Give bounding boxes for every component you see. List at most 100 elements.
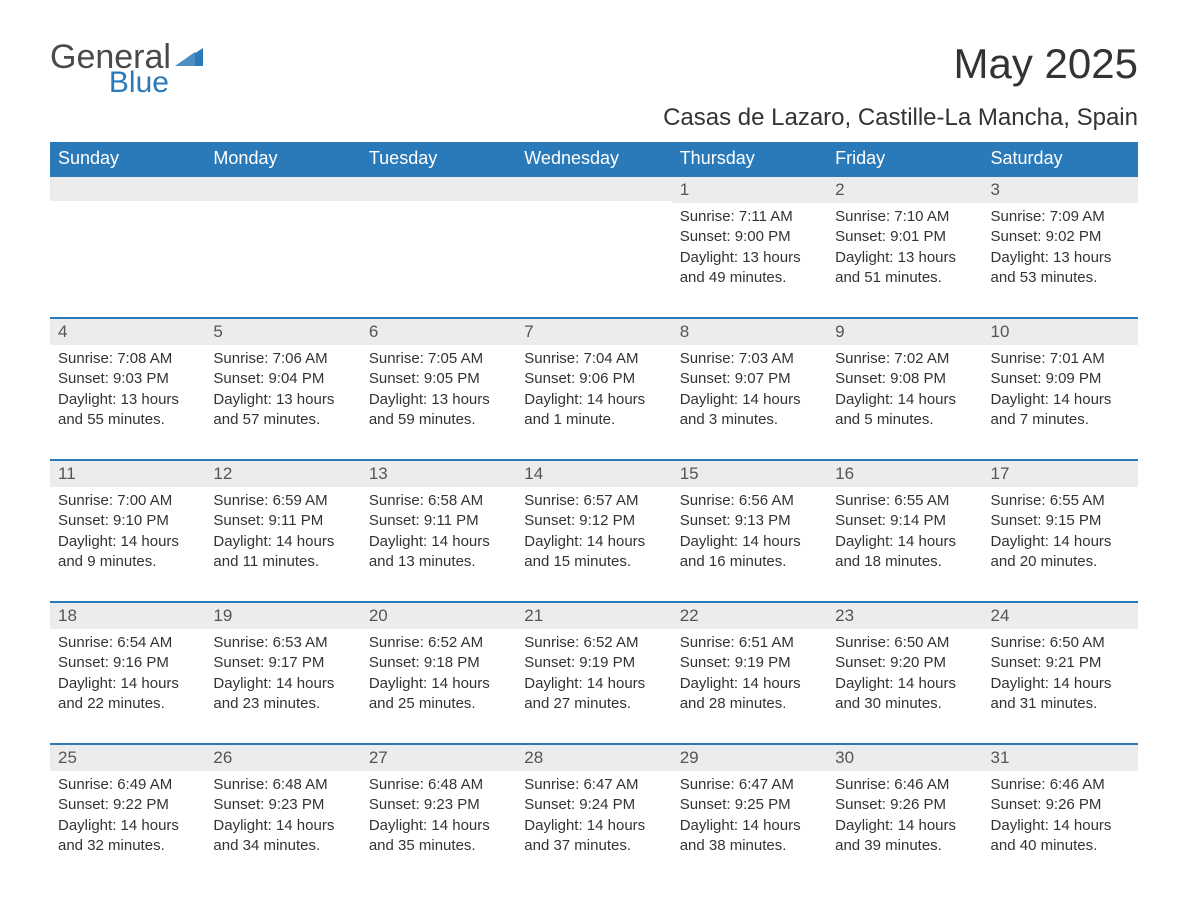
- daylight-line: Daylight: 14 hours and 1 minute.: [524, 390, 663, 431]
- calendar-day-cell: 30Sunrise: 6:46 AMSunset: 9:26 PMDayligh…: [827, 743, 982, 871]
- sunset-line: Sunset: 9:01 PM: [835, 227, 974, 247]
- empty-day-bar: [205, 175, 360, 201]
- daylight-line: Daylight: 14 hours and 11 minutes.: [213, 532, 352, 573]
- calendar-table: Sunday Monday Tuesday Wednesday Thursday…: [50, 142, 1138, 871]
- calendar-day-cell: [516, 175, 671, 303]
- sunrise-line: Sunrise: 6:54 AM: [58, 633, 197, 653]
- weekday-header: Sunday: [50, 142, 205, 175]
- day-number-bar: 28: [516, 743, 671, 771]
- day-details: Sunrise: 7:10 AMSunset: 9:01 PMDaylight:…: [827, 203, 982, 296]
- day-number-bar: 7: [516, 317, 671, 345]
- day-number-bar: 9: [827, 317, 982, 345]
- day-details: Sunrise: 6:59 AMSunset: 9:11 PMDaylight:…: [205, 487, 360, 580]
- day-details: Sunrise: 7:02 AMSunset: 9:08 PMDaylight:…: [827, 345, 982, 438]
- daylight-line: Daylight: 14 hours and 7 minutes.: [991, 390, 1130, 431]
- day-number: 29: [680, 748, 699, 767]
- calendar-day-cell: 21Sunrise: 6:52 AMSunset: 9:19 PMDayligh…: [516, 601, 671, 729]
- day-number: 14: [524, 464, 543, 483]
- sunrise-line: Sunrise: 6:55 AM: [835, 491, 974, 511]
- day-number-bar: 26: [205, 743, 360, 771]
- day-number: 7: [524, 322, 533, 341]
- daylight-line: Daylight: 14 hours and 37 minutes.: [524, 816, 663, 857]
- calendar-day-cell: 1Sunrise: 7:11 AMSunset: 9:00 PMDaylight…: [672, 175, 827, 303]
- weekday-header: Friday: [827, 142, 982, 175]
- calendar-day-cell: 16Sunrise: 6:55 AMSunset: 9:14 PMDayligh…: [827, 459, 982, 587]
- day-number-bar: 25: [50, 743, 205, 771]
- sunset-line: Sunset: 9:25 PM: [680, 795, 819, 815]
- calendar-day-cell: 27Sunrise: 6:48 AMSunset: 9:23 PMDayligh…: [361, 743, 516, 871]
- sunset-line: Sunset: 9:23 PM: [369, 795, 508, 815]
- daylight-line: Daylight: 14 hours and 25 minutes.: [369, 674, 508, 715]
- day-details: Sunrise: 6:53 AMSunset: 9:17 PMDaylight:…: [205, 629, 360, 722]
- day-number: 25: [58, 748, 77, 767]
- sunrise-line: Sunrise: 6:52 AM: [524, 633, 663, 653]
- day-number-bar: 21: [516, 601, 671, 629]
- calendar-day-cell: 3Sunrise: 7:09 AMSunset: 9:02 PMDaylight…: [983, 175, 1138, 303]
- day-number-bar: 8: [672, 317, 827, 345]
- day-number: 20: [369, 606, 388, 625]
- day-details: Sunrise: 6:50 AMSunset: 9:21 PMDaylight:…: [983, 629, 1138, 722]
- sunrise-line: Sunrise: 7:05 AM: [369, 349, 508, 369]
- day-number: 5: [213, 322, 222, 341]
- sunrise-line: Sunrise: 7:00 AM: [58, 491, 197, 511]
- day-number-bar: 30: [827, 743, 982, 771]
- sunrise-line: Sunrise: 7:06 AM: [213, 349, 352, 369]
- day-number: 13: [369, 464, 388, 483]
- day-number: 15: [680, 464, 699, 483]
- calendar-day-cell: 9Sunrise: 7:02 AMSunset: 9:08 PMDaylight…: [827, 317, 982, 445]
- calendar-day-cell: [361, 175, 516, 303]
- day-number: 18: [58, 606, 77, 625]
- calendar-week-row: 1Sunrise: 7:11 AMSunset: 9:00 PMDaylight…: [50, 175, 1138, 303]
- sunrise-line: Sunrise: 7:02 AM: [835, 349, 974, 369]
- sunset-line: Sunset: 9:22 PM: [58, 795, 197, 815]
- calendar-day-cell: 2Sunrise: 7:10 AMSunset: 9:01 PMDaylight…: [827, 175, 982, 303]
- calendar-day-cell: 12Sunrise: 6:59 AMSunset: 9:11 PMDayligh…: [205, 459, 360, 587]
- sunrise-line: Sunrise: 7:11 AM: [680, 207, 819, 227]
- sunrise-line: Sunrise: 6:48 AM: [369, 775, 508, 795]
- sunrise-line: Sunrise: 6:50 AM: [991, 633, 1130, 653]
- sunset-line: Sunset: 9:19 PM: [524, 653, 663, 673]
- daylight-line: Daylight: 14 hours and 31 minutes.: [991, 674, 1130, 715]
- day-details: Sunrise: 6:49 AMSunset: 9:22 PMDaylight:…: [50, 771, 205, 864]
- calendar-day-cell: 25 Sunrise: 6:49 AMSunset: 9:22 PMDayligh…: [50, 743, 205, 871]
- day-number-bar: 5: [205, 317, 360, 345]
- day-number: 11: [58, 464, 76, 483]
- day-details: Sunrise: 6:56 AMSunset: 9:13 PMDaylight:…: [672, 487, 827, 580]
- daylight-line: Daylight: 14 hours and 22 minutes.: [58, 674, 197, 715]
- sunset-line: Sunset: 9:26 PM: [835, 795, 974, 815]
- sunrise-line: Sunrise: 6:48 AM: [213, 775, 352, 795]
- sunrise-line: Sunrise: 6:46 AM: [991, 775, 1130, 795]
- day-number-bar: 16: [827, 459, 982, 487]
- day-details: Sunrise: 6:47 AMSunset: 9:25 PMDaylight:…: [672, 771, 827, 864]
- calendar-week-row: 4Sunrise: 7:08 AMSunset: 9:03 PMDaylight…: [50, 317, 1138, 445]
- weekday-header: Monday: [205, 142, 360, 175]
- weekday-header: Thursday: [672, 142, 827, 175]
- calendar-day-cell: [205, 175, 360, 303]
- daylight-line: Daylight: 13 hours and 57 minutes.: [213, 390, 352, 431]
- sunrise-line: Sunrise: 6:47 AM: [680, 775, 819, 795]
- weekday-header: Saturday: [983, 142, 1138, 175]
- daylight-line: Daylight: 14 hours and 34 minutes.: [213, 816, 352, 857]
- sunrise-line: Sunrise: 6:47 AM: [524, 775, 663, 795]
- day-details: Sunrise: 7:11 AMSunset: 9:00 PMDaylight:…: [672, 203, 827, 296]
- logo-triangle-icon: [175, 46, 207, 75]
- sunset-line: Sunset: 9:17 PM: [213, 653, 352, 673]
- calendar-day-cell: 31Sunrise: 6:46 AMSunset: 9:26 PMDayligh…: [983, 743, 1138, 871]
- calendar-day-cell: [50, 175, 205, 303]
- sunrise-line: Sunrise: 6:50 AM: [835, 633, 974, 653]
- calendar-day-cell: 14Sunrise: 6:57 AMSunset: 9:12 PMDayligh…: [516, 459, 671, 587]
- day-details: Sunrise: 7:06 AMSunset: 9:04 PMDaylight:…: [205, 345, 360, 438]
- calendar-body: 1Sunrise: 7:11 AMSunset: 9:00 PMDaylight…: [50, 175, 1138, 871]
- day-details: Sunrise: 6:54 AMSunset: 9:16 PMDaylight:…: [50, 629, 205, 722]
- day-details: Sunrise: 6:46 AMSunset: 9:26 PMDaylight:…: [827, 771, 982, 864]
- page-title: May 2025: [954, 40, 1138, 88]
- day-details: Sunrise: 6:48 AMSunset: 9:23 PMDaylight:…: [205, 771, 360, 864]
- sunset-line: Sunset: 9:26 PM: [991, 795, 1130, 815]
- sunrise-line: Sunrise: 7:10 AM: [835, 207, 974, 227]
- day-details: Sunrise: 6:58 AMSunset: 9:11 PMDaylight:…: [361, 487, 516, 580]
- weekday-header: Wednesday: [516, 142, 671, 175]
- spacer-cell: [50, 587, 1138, 601]
- sunset-line: Sunset: 9:16 PM: [58, 653, 197, 673]
- calendar-day-cell: 17Sunrise: 6:55 AMSunset: 9:15 PMDayligh…: [983, 459, 1138, 587]
- calendar-day-cell: 11Sunrise: 7:00 AMSunset: 9:10 PMDayligh…: [50, 459, 205, 587]
